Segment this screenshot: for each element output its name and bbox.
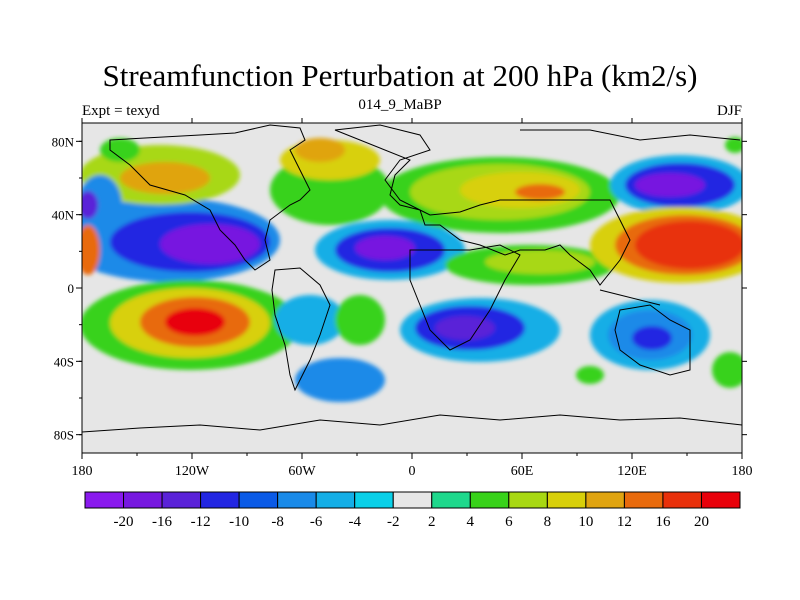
lon-tick-label: 60W — [288, 464, 316, 479]
colorbar-label: -4 — [348, 514, 361, 530]
lon-tick-label: 120E — [617, 464, 647, 479]
colorbar-label: 6 — [505, 514, 513, 530]
coastlines — [82, 124, 742, 433]
colorbar-label: -8 — [271, 514, 284, 530]
colorbar-swatch — [277, 491, 317, 509]
colorbar-swatch — [700, 491, 741, 509]
lon-tick-label: 120W — [175, 464, 210, 479]
lat-axis: 80N 40N 0 40S 80S — [52, 134, 747, 443]
colorbar-label: -2 — [387, 514, 400, 530]
colorbar-swatch — [200, 491, 240, 509]
colorbar-label: 4 — [467, 514, 475, 530]
lon-tick-label: 180 — [732, 464, 753, 479]
colorbar-swatch — [392, 491, 433, 509]
colorbar-label: 2 — [428, 514, 436, 530]
colorbar-swatch — [431, 491, 471, 509]
chart-title: Streamfunction Perturbation at 200 hPa (… — [102, 58, 698, 93]
lon-tick-label: 0 — [409, 464, 416, 479]
colorbar-label: 16 — [655, 514, 671, 530]
lon-axis: 180 120W 60W 0 60E 120E 180 — [72, 118, 753, 479]
lat-tick-label: 40S — [54, 354, 74, 369]
case-label: 014_9_MaBP — [358, 97, 442, 113]
colorbar-swatch — [238, 491, 279, 509]
season-label: DJF — [716, 103, 742, 119]
contour-field — [82, 137, 742, 402]
colorbar-label: 12 — [617, 514, 632, 530]
colorbar-swatch — [354, 491, 394, 509]
colorbar-swatch — [623, 491, 664, 509]
colorbar-swatch — [161, 491, 202, 509]
lat-tick-label: 80S — [54, 428, 74, 443]
lat-tick-label: 80N — [52, 134, 75, 149]
lon-tick-label: 60E — [511, 464, 534, 479]
experiment-label: Expt = texyd — [82, 103, 160, 119]
colorbar-label: -12 — [191, 514, 211, 530]
colorbar-swatch — [469, 491, 510, 509]
colorbar-label: -16 — [152, 514, 172, 530]
colorbar-label: 8 — [544, 514, 552, 530]
colorbar-label: 20 — [694, 514, 709, 530]
colorbar-label: -20 — [114, 514, 134, 530]
colorbar-label: 10 — [578, 514, 593, 530]
lat-tick-label: 40N — [52, 208, 75, 223]
colorbar-label: -6 — [310, 514, 323, 530]
colorbar-swatch — [546, 491, 587, 509]
lat-tick-label: 0 — [68, 281, 75, 296]
colorbar-label: -10 — [229, 514, 249, 530]
lon-tick-label: 180 — [72, 464, 93, 479]
colorbar-swatch — [662, 491, 702, 509]
colorbar: -20 -16 -12 -10 -8 -6 -4 -2 2 4 6 8 10 12 16 20 — [84, 491, 741, 530]
colorbar-swatch — [315, 491, 356, 509]
colorbar-swatch — [84, 491, 125, 509]
colorbar-swatch — [585, 491, 625, 509]
colorbar-swatch — [123, 491, 163, 509]
colorbar-swatch — [508, 491, 548, 509]
